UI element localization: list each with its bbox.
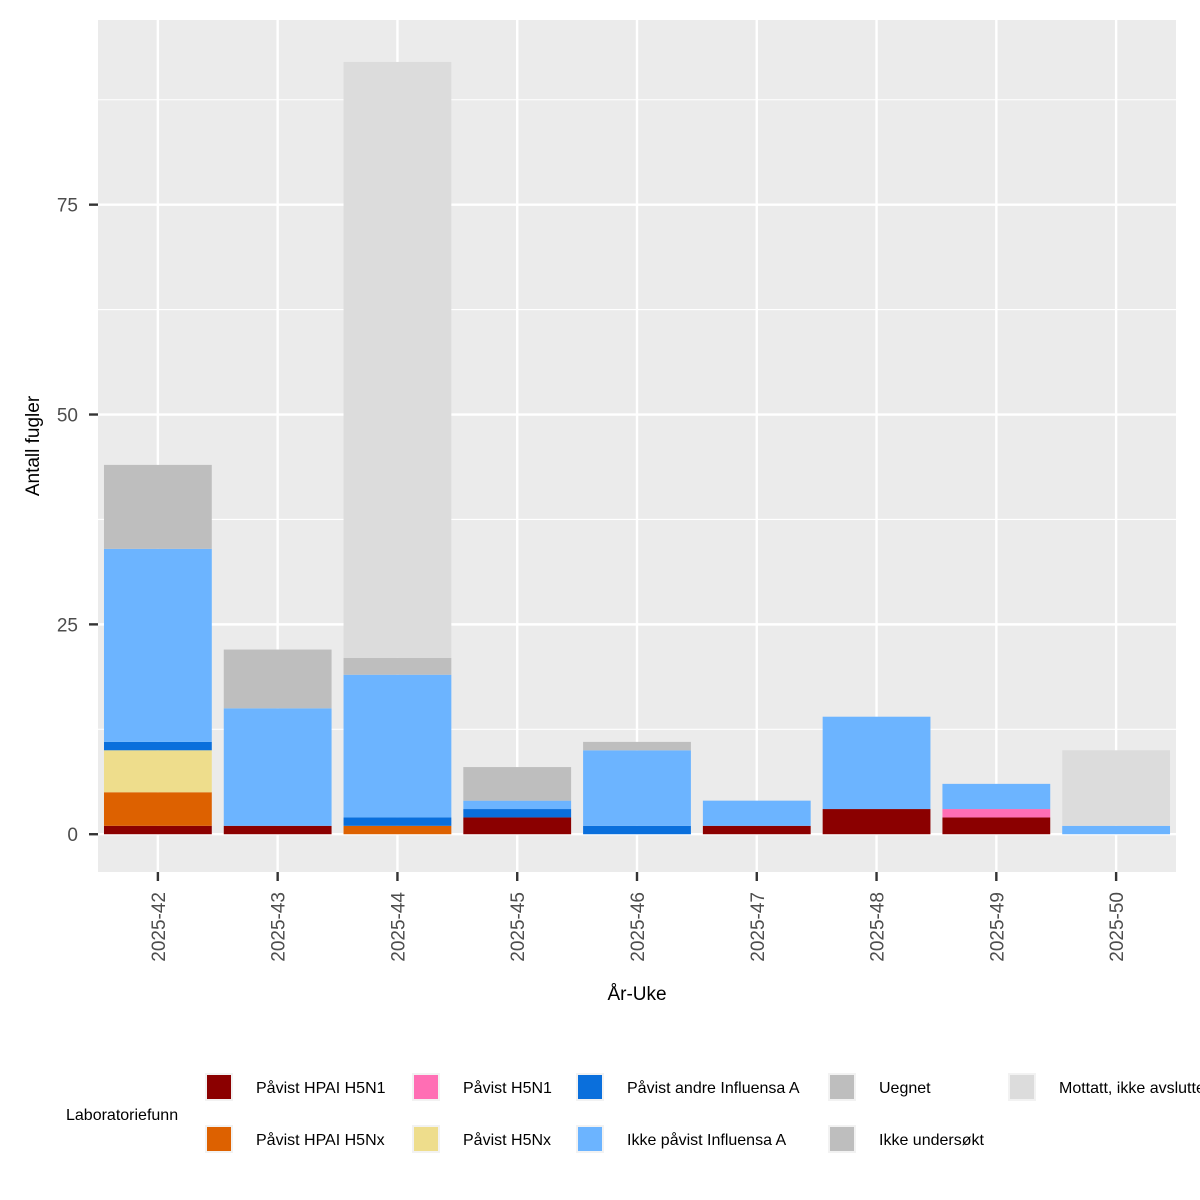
bar-segment	[223, 708, 332, 826]
bar-segment	[1062, 825, 1171, 835]
bar-segment	[1062, 750, 1171, 826]
legend-label: Påvist HPAI H5N1	[256, 1079, 386, 1097]
legend-label: Uegnet	[879, 1080, 931, 1097]
legend-swatch	[578, 1075, 602, 1099]
bar-segment	[223, 649, 332, 709]
bar-segment	[343, 657, 452, 675]
x-tick-label: 2025-42	[149, 892, 170, 962]
x-axis-title: År-Uke	[607, 984, 666, 1005]
bar-segment	[583, 741, 691, 751]
bar-segment	[822, 809, 931, 835]
legend-swatch	[207, 1127, 231, 1151]
x-tick-label: 2025-50	[1107, 892, 1128, 962]
bar-segment	[103, 792, 212, 826]
bar-segment	[103, 464, 212, 549]
bar-segment	[463, 767, 572, 801]
bar-segment	[942, 817, 1051, 835]
bar-segment	[463, 800, 572, 810]
legend-swatch	[414, 1075, 438, 1099]
y-axis: 0 25 50 75	[57, 196, 98, 846]
legend-swatch	[830, 1075, 854, 1099]
legend-label: Ikke undersøkt	[879, 1132, 984, 1149]
legend-label: Påvist H5Nx	[463, 1131, 551, 1149]
bar-segment	[583, 825, 691, 835]
legend-label: Påvist HPAI H5Nx	[256, 1131, 385, 1149]
bar-segment	[223, 825, 332, 835]
bar-segment	[702, 825, 811, 835]
legend: Laboratoriefunn Påvist HPAI H5N1 Påvist H…	[66, 1073, 1200, 1153]
legend-swatch	[578, 1127, 602, 1151]
y-tick-label: 0	[67, 825, 78, 846]
legend-swatch	[207, 1075, 231, 1099]
x-tick-label: 2025-45	[508, 892, 529, 962]
legend-label: Påvist andre Influensa A	[627, 1079, 800, 1097]
y-axis-title: Antall fugler	[23, 395, 44, 496]
bar-segment	[822, 716, 931, 810]
bar-segment	[103, 750, 212, 793]
legend-swatch	[414, 1127, 438, 1151]
bar-segment	[103, 741, 212, 751]
bar-segment	[343, 817, 452, 826]
y-tick-label: 25	[57, 615, 78, 636]
legend-title: Laboratoriefunn	[66, 1107, 178, 1124]
x-tick-label: 2025-47	[748, 892, 769, 962]
bar-segment	[583, 750, 691, 826]
bar-segment	[942, 783, 1051, 810]
legend-label: Mottatt, ikke avsluttet	[1059, 1080, 1200, 1097]
legend-label: Ikke påvist Influensa A	[627, 1131, 787, 1149]
x-axis: 2025-42 2025-43 2025-44 2025-45 2025-46 2025-…	[149, 872, 1128, 962]
bar-segment	[463, 817, 572, 835]
y-tick-label: 75	[57, 196, 78, 217]
bars	[103, 61, 1171, 835]
x-tick-label: 2025-44	[388, 892, 409, 962]
bar-segment	[343, 674, 452, 818]
x-tick-label: 2025-43	[269, 892, 290, 962]
bar-segment	[942, 809, 1051, 818]
legend-label: Påvist H5N1	[463, 1079, 552, 1097]
x-tick-label: 2025-46	[628, 892, 649, 962]
legend-swatch	[1010, 1075, 1034, 1099]
x-tick-label: 2025-49	[987, 892, 1008, 962]
bar-segment	[103, 548, 212, 742]
bar-segment	[702, 800, 811, 826]
bar-segment	[103, 825, 212, 835]
bar-segment	[343, 61, 452, 658]
x-tick-label: 2025-48	[868, 892, 889, 962]
bar-segment	[463, 809, 572, 818]
legend-swatch	[830, 1127, 854, 1151]
y-tick-label: 50	[57, 406, 78, 427]
bar-segment	[343, 825, 452, 835]
